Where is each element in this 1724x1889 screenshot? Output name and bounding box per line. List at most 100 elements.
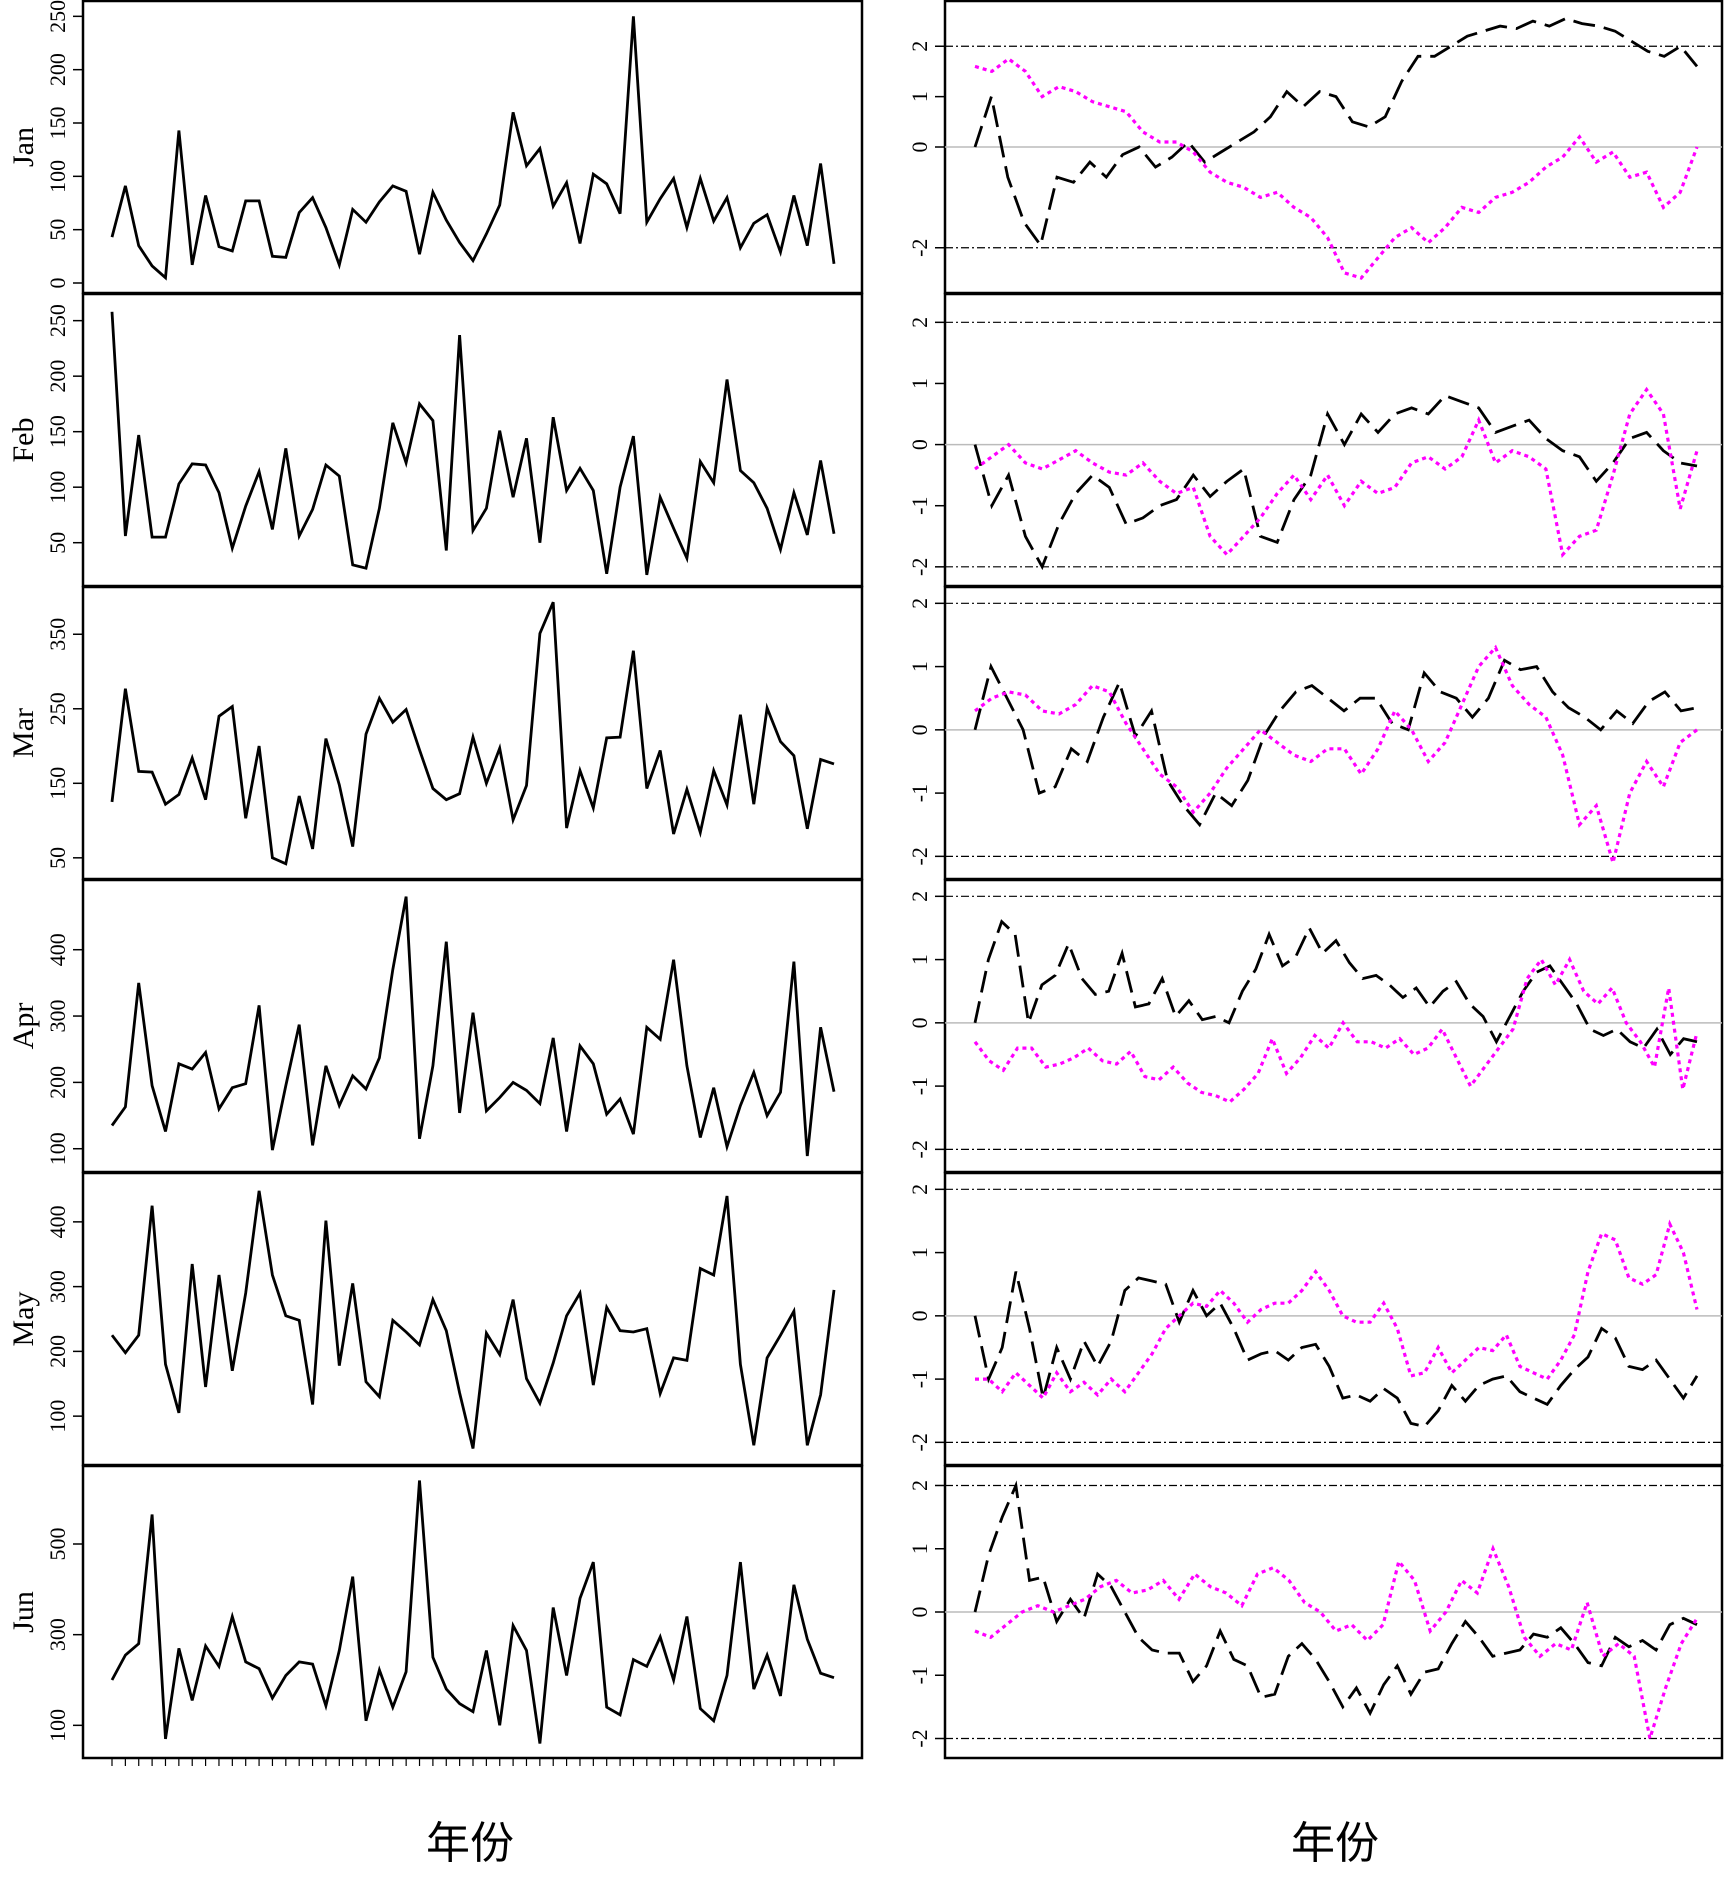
y-tick-label: 0 [907, 1017, 932, 1028]
series-line-feb [110, 311, 836, 576]
y-tick-label: 400 [45, 1205, 70, 1238]
panel-frame [943, 292, 1724, 588]
y-tick-label: 100 [45, 471, 70, 504]
y-tick-label: 150 [45, 767, 70, 800]
series-dashed-mar [973, 658, 1698, 828]
y-axis-label: Apr [7, 1003, 40, 1050]
x-axis-title-right: 年份 [1291, 1818, 1379, 1869]
series-dashed-apr [973, 919, 1698, 1057]
y-tick-label: -2 [907, 1729, 932, 1747]
y-tick-label: -2 [907, 558, 932, 576]
y-tick-label: 100 [45, 1400, 70, 1433]
y-tick-label: 0 [907, 439, 932, 450]
y-tick-label: 500 [45, 1528, 70, 1561]
y-tick-label: 300 [45, 1000, 70, 1033]
y-tick-label: 2 [907, 41, 932, 52]
panel-frame [81, 0, 864, 295]
y-axis-label: Jun [7, 1591, 40, 1633]
y-tick-label: 0 [907, 724, 932, 735]
y-tick-label: -1 [907, 1666, 932, 1684]
y-tick-label: 300 [45, 1618, 70, 1651]
y-tick-label: 100 [45, 1709, 70, 1742]
y-tick-label: 1 [907, 1543, 932, 1554]
series-dotted-may [975, 1219, 1699, 1401]
y-tick-label: 2 [907, 891, 932, 902]
y-axis-label: Feb [7, 418, 40, 463]
y-tick-label: 200 [45, 1066, 70, 1099]
y-tick-label: 200 [45, 1335, 70, 1368]
series-line-jun [110, 1480, 835, 1744]
y-tick-label: 150 [45, 415, 70, 448]
panel-left-apr: 100 200 300 400 Apr [7, 878, 864, 1174]
panel-right-jun: -2 -1 0 1 2 [907, 1464, 1724, 1760]
y-tick-label: 350 [45, 618, 70, 651]
y-tick-label: 250 [45, 304, 70, 337]
y-tick-label: 250 [45, 692, 70, 725]
y-tick-label: -2 [907, 847, 932, 865]
y-tick-label: -1 [907, 497, 932, 515]
y-tick-label: 2 [907, 1184, 932, 1195]
panel-right-feb: -2 -1 0 1 2 [907, 292, 1724, 588]
y-tick-label: 0 [907, 1310, 932, 1321]
x-axis-title-left: 年份 [426, 1818, 514, 1869]
y-tick-label: -2 [907, 239, 932, 257]
panel-right-mar: -2 -1 0 1 2 [907, 585, 1724, 881]
series-dashed-feb [973, 394, 1698, 571]
y-tick-label: 250 [45, 0, 70, 33]
series-line-mar [110, 601, 835, 866]
y-tick-label: 1 [907, 661, 932, 672]
y-axis-label: Jan [7, 127, 40, 167]
y-tick-label: 50 [45, 219, 70, 241]
y-tick-label: 1 [907, 954, 932, 965]
series-dotted-feb [974, 386, 1699, 559]
panel-right-may: -2 -1 0 1 2 [907, 1171, 1724, 1467]
y-tick-label: 1 [907, 378, 932, 389]
panel-frame [81, 292, 864, 588]
series-line-apr [110, 896, 836, 1157]
panel-left-may: 100 200 300 400 May [7, 1171, 864, 1467]
panels: 050100150200250Jan-201250100150200250Feb… [7, 0, 1724, 1766]
panel-left-jun: 100 300 500 Jun [7, 1464, 864, 1766]
y-tick-label: 1 [907, 1247, 932, 1258]
y-tick-label: 200 [45, 360, 70, 393]
panel-frame [943, 878, 1724, 1174]
y-tick-label: 0 [907, 142, 932, 153]
panel-left-jan: 0 50 100 150 200 250 Jan [7, 0, 864, 295]
y-tick-label: 150 [45, 107, 70, 140]
panel-right-apr: -2 -1 0 1 2 [907, 878, 1724, 1174]
y-tick-label: 0 [907, 1607, 932, 1618]
series-dashed-jan [973, 17, 1699, 249]
series-dotted-mar [974, 644, 1698, 869]
panel-left-mar: 50 150 250 350 Mar [7, 585, 864, 881]
y-tick-label: 2 [907, 1480, 932, 1491]
y-tick-label: 0 [45, 278, 70, 289]
y-tick-label: 300 [45, 1270, 70, 1303]
series-dashed-jun [973, 1480, 1698, 1717]
y-axis-label: Mar [7, 708, 40, 758]
panel-left-feb: 50 100 150 200 250 Feb [7, 292, 864, 588]
y-tick-label: 2 [907, 317, 932, 328]
series-line-jan [110, 16, 836, 281]
y-tick-label: 2 [907, 598, 932, 609]
y-tick-label: -1 [907, 1370, 932, 1388]
y-axis-label: May [7, 1292, 40, 1347]
y-tick-label: -1 [907, 784, 932, 802]
panel-frame [943, 1171, 1724, 1467]
y-tick-label: -2 [907, 1140, 932, 1158]
series-dashed-may [973, 1271, 1699, 1429]
y-tick-label: 50 [45, 532, 70, 554]
y-tick-label: 400 [45, 933, 70, 966]
y-tick-label: 100 [45, 160, 70, 193]
panel-right-jan: -2 0 1 2 [907, 0, 1724, 295]
series-dotted-apr [973, 956, 1699, 1104]
series-dotted-jun [974, 1544, 1699, 1739]
y-tick-label: 1 [907, 91, 932, 102]
y-tick-label: -2 [907, 1433, 932, 1451]
y-tick-label: 100 [45, 1132, 70, 1165]
y-tick-label: -1 [907, 1077, 932, 1095]
y-tick-label: 200 [45, 53, 70, 86]
y-tick-label: 50 [45, 847, 70, 869]
series-line-may [110, 1190, 836, 1449]
panel-frame [81, 585, 864, 881]
